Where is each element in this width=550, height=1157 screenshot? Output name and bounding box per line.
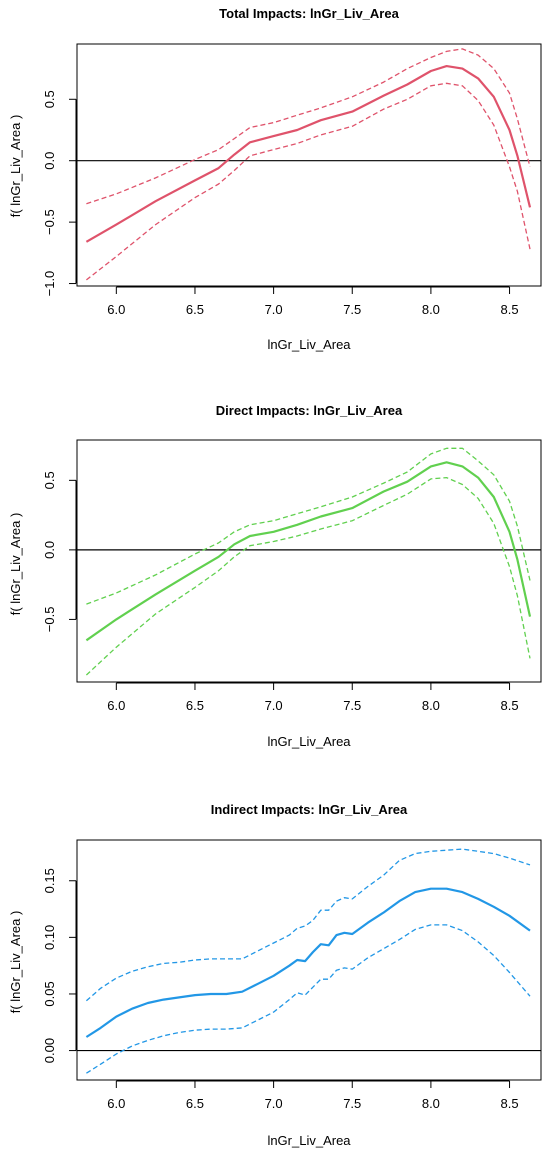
panel-direct: Direct Impacts: lnGr_Liv_Area 6.0 6.5 7.0 7… <box>8 403 542 749</box>
y-axis-total: −1.0 −0.5 0.0 0.5 <box>42 90 77 297</box>
x-axis-label-total: lnGr_Liv_Area <box>267 337 351 352</box>
x-axis-label-direct: lnGr_Liv_Area <box>267 734 351 749</box>
estimate-line-indirect <box>85 887 531 1038</box>
x-tick-label: 8.5 <box>501 302 519 317</box>
y-tick-label: 0.0 <box>42 541 57 559</box>
y-tick-label: 0.5 <box>42 90 57 108</box>
estimate-line-direct <box>85 461 532 642</box>
x-tick-label: 6.5 <box>186 698 204 713</box>
upper-band-line-total <box>86 48 531 205</box>
plot-lines-indirect <box>77 848 541 1074</box>
y-axis-label-indirect: f( lnGr_Liv_Area ) <box>8 911 23 1014</box>
y-tick-label: 0.05 <box>42 981 57 1006</box>
y-axis-label-total: f( lnGr_Liv_Area ) <box>8 115 23 218</box>
plot-lines-total <box>77 48 541 281</box>
plot-frame-total <box>76 43 542 287</box>
x-axis-total: 6.0 6.5 7.0 7.5 8.0 8.5 <box>107 286 519 317</box>
y-axis-direct: −0.5 0.0 0.5 <box>42 471 77 633</box>
y-tick-label: −0.5 <box>42 209 57 235</box>
plot-frame-direct <box>76 439 542 683</box>
y-tick-label: 0.0 <box>42 152 57 170</box>
plot-frame-indirect <box>76 839 542 1081</box>
x-tick-label: 7.0 <box>265 698 283 713</box>
x-tick-label: 7.5 <box>343 1096 361 1111</box>
y-axis-indirect: 0.00 0.05 0.10 0.15 <box>42 868 77 1063</box>
x-axis-indirect: 6.0 6.5 7.0 7.5 8.0 8.5 <box>107 1080 519 1111</box>
x-tick-label: 8.0 <box>422 698 440 713</box>
y-tick-label: 0.10 <box>42 925 57 950</box>
panel-title-total: Total Impacts: lnGr_Liv_Area <box>219 6 399 21</box>
x-tick-label: 6.5 <box>186 302 204 317</box>
y-axis-label-direct: f( lnGr_Liv_Area ) <box>8 513 23 616</box>
y-tick-label: −1.0 <box>42 271 57 297</box>
x-tick-label: 6.0 <box>107 698 125 713</box>
x-tick-label: 6.5 <box>186 1096 204 1111</box>
x-tick-label: 8.0 <box>422 302 440 317</box>
upper-band-line-direct <box>86 447 531 605</box>
y-tick-label: −0.5 <box>42 607 57 633</box>
upper-band-line-indirect <box>85 848 531 1002</box>
panel-total: Total Impacts: lnGr_Liv_Area 6.0 6.5 7.0 7.… <box>8 6 542 352</box>
x-tick-label: 8.5 <box>501 698 519 713</box>
estimate-line-total <box>85 64 532 243</box>
y-tick-label: 0.15 <box>42 868 57 893</box>
panel-indirect: Indirect Impacts: lnGr_Liv_Area 6.0 6.5 7.… <box>8 802 542 1148</box>
x-axis-direct: 6.0 6.5 7.0 7.5 8.0 8.5 <box>107 682 519 713</box>
x-tick-label: 6.0 <box>107 1096 125 1111</box>
x-axis-label-indirect: lnGr_Liv_Area <box>267 1133 351 1148</box>
lower-band-line-direct <box>85 476 531 676</box>
x-tick-label: 7.0 <box>265 302 283 317</box>
x-tick-label: 8.5 <box>501 1096 519 1111</box>
plot-lines-direct <box>77 447 541 676</box>
y-tick-label: 0.00 <box>42 1038 57 1063</box>
x-tick-label: 7.5 <box>343 302 361 317</box>
x-tick-label: 7.5 <box>343 698 361 713</box>
x-tick-label: 7.0 <box>265 1096 283 1111</box>
lower-band-line-total <box>85 82 531 281</box>
y-tick-label: 0.5 <box>42 471 57 489</box>
x-tick-label: 8.0 <box>422 1096 440 1111</box>
lower-band-line-indirect <box>86 924 531 1074</box>
x-tick-label: 6.0 <box>107 302 125 317</box>
panel-title-direct: Direct Impacts: lnGr_Liv_Area <box>216 403 403 418</box>
panel-title-indirect: Indirect Impacts: lnGr_Liv_Area <box>211 802 408 817</box>
